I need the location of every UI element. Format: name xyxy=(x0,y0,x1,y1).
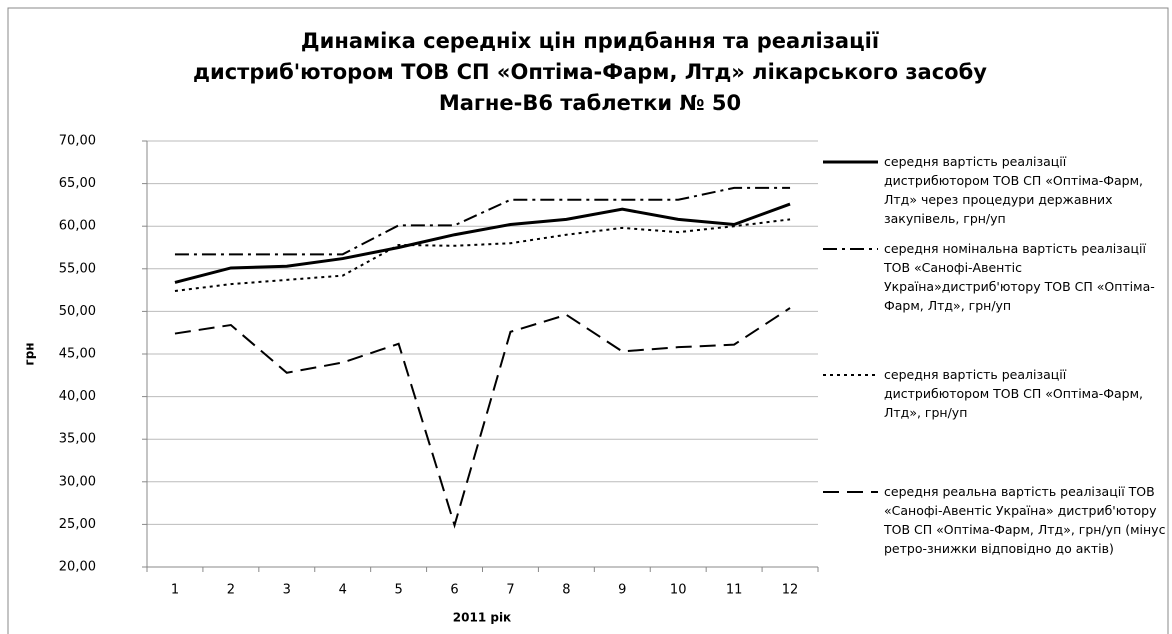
y-tick-label: 25,00 xyxy=(59,517,96,532)
series-line xyxy=(174,307,791,529)
chart-title: дистриб'ютором ТОВ СП «Оптіма-Фарм, Лтд»… xyxy=(193,60,987,84)
x-tick-label: 10 xyxy=(670,583,687,598)
legend-label: середня вартість реалізації дистрибюторо… xyxy=(884,367,1144,420)
chart-title: Магне-В6 таблетки № 50 xyxy=(439,91,741,115)
x-tick-label: 2 xyxy=(227,583,235,598)
chart-border xyxy=(7,7,1169,634)
y-tick-label: 20,00 xyxy=(59,560,96,575)
y-tick-label: 50,00 xyxy=(59,304,96,319)
x-tick-label: 8 xyxy=(562,583,570,598)
y-tick-label: 65,00 xyxy=(59,176,96,191)
y-tick-label: 60,00 xyxy=(59,219,96,234)
y-tick-label: 70,00 xyxy=(59,134,96,149)
y-tick-label: 35,00 xyxy=(59,432,96,447)
y-tick-label: 30,00 xyxy=(59,474,96,489)
legend-label: середня вартість реалізації дистрибюторо… xyxy=(884,154,1144,226)
x-axis-label: 2011 рік xyxy=(453,611,511,625)
legend-label: середня реальна вартість реалізації ТОВ … xyxy=(884,484,1166,556)
series-line xyxy=(174,202,791,284)
legend-label: середня номінальна вартість реалізації Т… xyxy=(884,241,1155,313)
x-tick-label: 5 xyxy=(394,583,402,598)
chart-title: Динаміка середніх цін придбання та реалі… xyxy=(301,29,879,53)
x-tick-label: 4 xyxy=(339,583,347,598)
x-tick-label: 7 xyxy=(506,583,514,598)
x-tick-label: 1 xyxy=(171,583,179,598)
y-tick-label: 40,00 xyxy=(59,389,96,404)
y-tick-label: 55,00 xyxy=(59,261,96,276)
y-axis-label: грн xyxy=(23,342,37,365)
x-tick-label: 12 xyxy=(782,583,799,598)
x-tick-label: 11 xyxy=(726,583,743,598)
x-tick-label: 9 xyxy=(618,583,626,598)
series-line xyxy=(174,218,791,292)
y-tick-label: 45,00 xyxy=(59,347,96,362)
x-tick-label: 6 xyxy=(450,583,458,598)
series-line xyxy=(174,186,791,256)
x-tick-label: 3 xyxy=(283,583,291,598)
